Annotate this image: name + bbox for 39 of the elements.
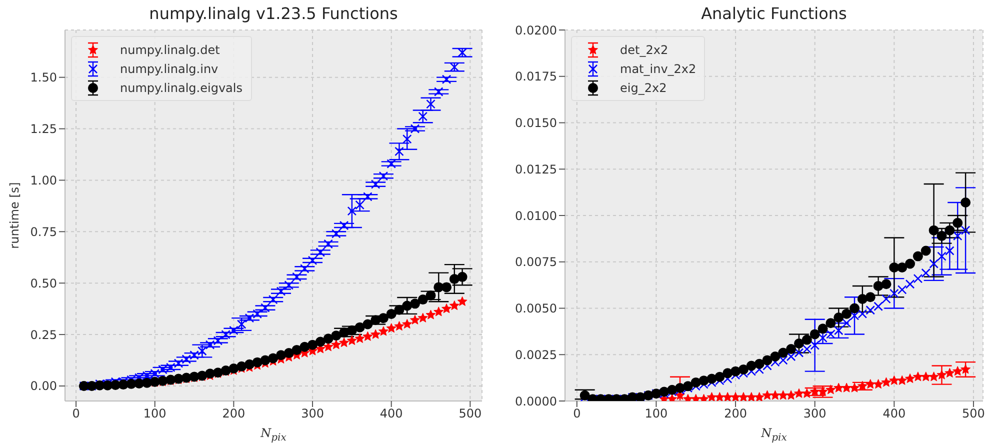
x-tick-label: 500 (962, 406, 985, 421)
y-tick-label: 0.50 (30, 276, 57, 290)
y-tick-label: 1.50 (30, 70, 57, 85)
y-tick-label: 0.0100 (515, 208, 557, 223)
y-tick-label: 0.0150 (515, 116, 557, 130)
x-tick-label: 100 (143, 406, 166, 421)
y-tick-label: 0.75 (30, 224, 57, 239)
y-tick-label: 1.25 (30, 122, 57, 136)
chart-title: Analytic Functions (700, 4, 848, 23)
legend-label: numpy.linalg.inv (120, 62, 218, 76)
y-tick-label: 0.25 (30, 328, 57, 342)
y-tick-label: 0.0125 (515, 162, 557, 176)
y-tick-label: 0.0000 (515, 394, 557, 408)
legend-label: numpy.linalg.eigvals (120, 80, 242, 94)
legend-label: numpy.linalg.det (120, 42, 220, 56)
x-tick-label: 200 (724, 406, 747, 421)
x-axis-title: N$_{pix}$ (760, 426, 788, 444)
y-tick-label: 0.0200 (515, 23, 557, 38)
chart-title: numpy.linalg v1.23.5 Functions (148, 4, 399, 23)
x-tick-label: 200 (222, 406, 246, 421)
legend-label: eig_2x2 (620, 80, 667, 94)
x-tick-label: 0 (573, 406, 581, 421)
x-tick-label: 300 (803, 406, 826, 421)
x-axis-title: N$_{pix}$ (260, 426, 288, 444)
x-tick-label: 400 (882, 406, 906, 421)
y-tick-label: 0.0175 (515, 70, 557, 84)
x-tick-label: 300 (301, 406, 324, 421)
y-axis-title: runtime [s] (7, 182, 22, 249)
y-tick-label: 0.00 (30, 379, 57, 394)
y-tick-label: 0.0050 (515, 302, 557, 316)
legend-label: det_2x2 (620, 42, 668, 56)
x-tick-label: 500 (458, 406, 482, 421)
x-tick-label: 0 (72, 406, 80, 421)
x-tick-label: 400 (380, 406, 403, 421)
y-tick-label: 0.0025 (515, 348, 557, 362)
y-tick-label: 0.0075 (515, 255, 557, 270)
legend-label: mat_inv_2x2 (620, 62, 696, 76)
y-tick-label: 1.00 (30, 173, 57, 188)
x-tick-label: 100 (644, 406, 668, 421)
